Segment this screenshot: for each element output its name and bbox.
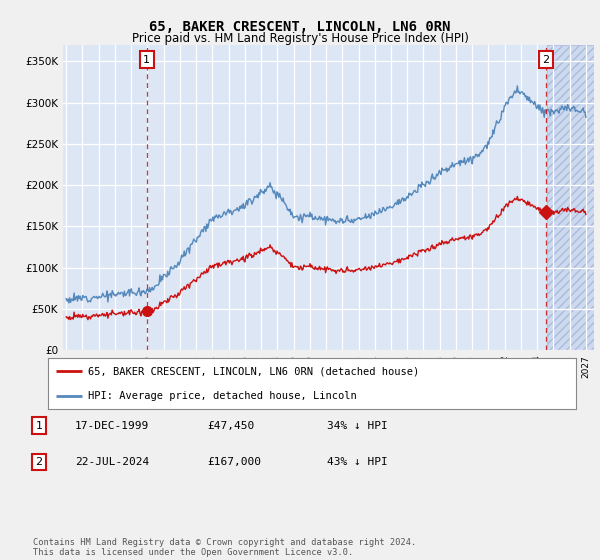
Text: Contains HM Land Registry data © Crown copyright and database right 2024.
This d: Contains HM Land Registry data © Crown c… (33, 538, 416, 557)
Text: 2: 2 (35, 457, 43, 467)
Bar (547, 45, 594, 350)
Bar (547, 45, 594, 350)
Text: 65, BAKER CRESCENT, LINCOLN, LN6 0RN (detached house): 65, BAKER CRESCENT, LINCOLN, LN6 0RN (de… (88, 366, 419, 376)
Text: 17-DEC-1999: 17-DEC-1999 (75, 421, 149, 431)
Text: 22-JUL-2024: 22-JUL-2024 (75, 457, 149, 467)
Text: 1: 1 (143, 55, 150, 64)
Text: 34% ↓ HPI: 34% ↓ HPI (327, 421, 388, 431)
Text: 2: 2 (542, 55, 550, 64)
Text: 1: 1 (35, 421, 43, 431)
Text: Price paid vs. HM Land Registry's House Price Index (HPI): Price paid vs. HM Land Registry's House … (131, 32, 469, 45)
Text: 65, BAKER CRESCENT, LINCOLN, LN6 0RN: 65, BAKER CRESCENT, LINCOLN, LN6 0RN (149, 20, 451, 34)
Text: HPI: Average price, detached house, Lincoln: HPI: Average price, detached house, Linc… (88, 391, 356, 401)
Text: £167,000: £167,000 (207, 457, 261, 467)
Text: £47,450: £47,450 (207, 421, 254, 431)
Text: 43% ↓ HPI: 43% ↓ HPI (327, 457, 388, 467)
